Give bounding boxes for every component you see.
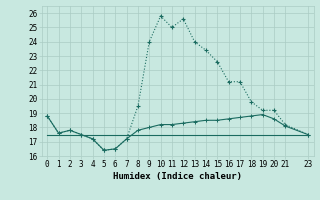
X-axis label: Humidex (Indice chaleur): Humidex (Indice chaleur) [113,172,242,181]
